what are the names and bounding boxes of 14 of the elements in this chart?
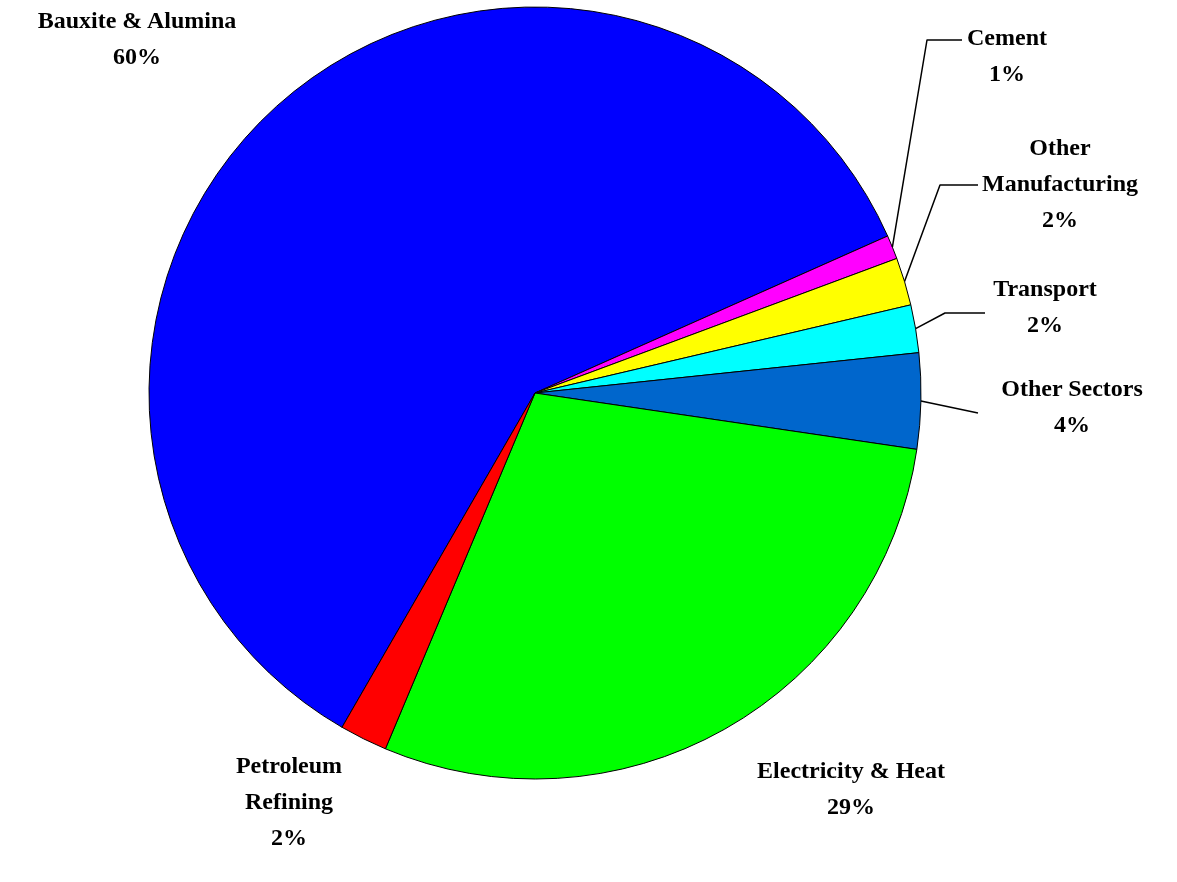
slice-label: Bauxite & Alumina — [37, 7, 237, 33]
data-label: 29% — [827, 793, 875, 819]
slice-label: Other Manufacturing — [982, 134, 1138, 196]
data-label: 2% — [1042, 206, 1078, 232]
slice-label: Transport — [993, 275, 1097, 301]
data-label: 1% — [989, 60, 1025, 86]
data-label: 60% — [113, 43, 161, 69]
slice-label: Other Sectors — [1001, 375, 1143, 401]
slice-label: Electricity & Heat — [757, 757, 945, 783]
slice-label: Petroleum Refining — [235, 752, 343, 814]
data-label: 2% — [271, 824, 307, 850]
slice-label: Cement — [967, 24, 1047, 50]
data-label: 2% — [1027, 311, 1063, 337]
data-label: 4% — [1054, 411, 1090, 437]
